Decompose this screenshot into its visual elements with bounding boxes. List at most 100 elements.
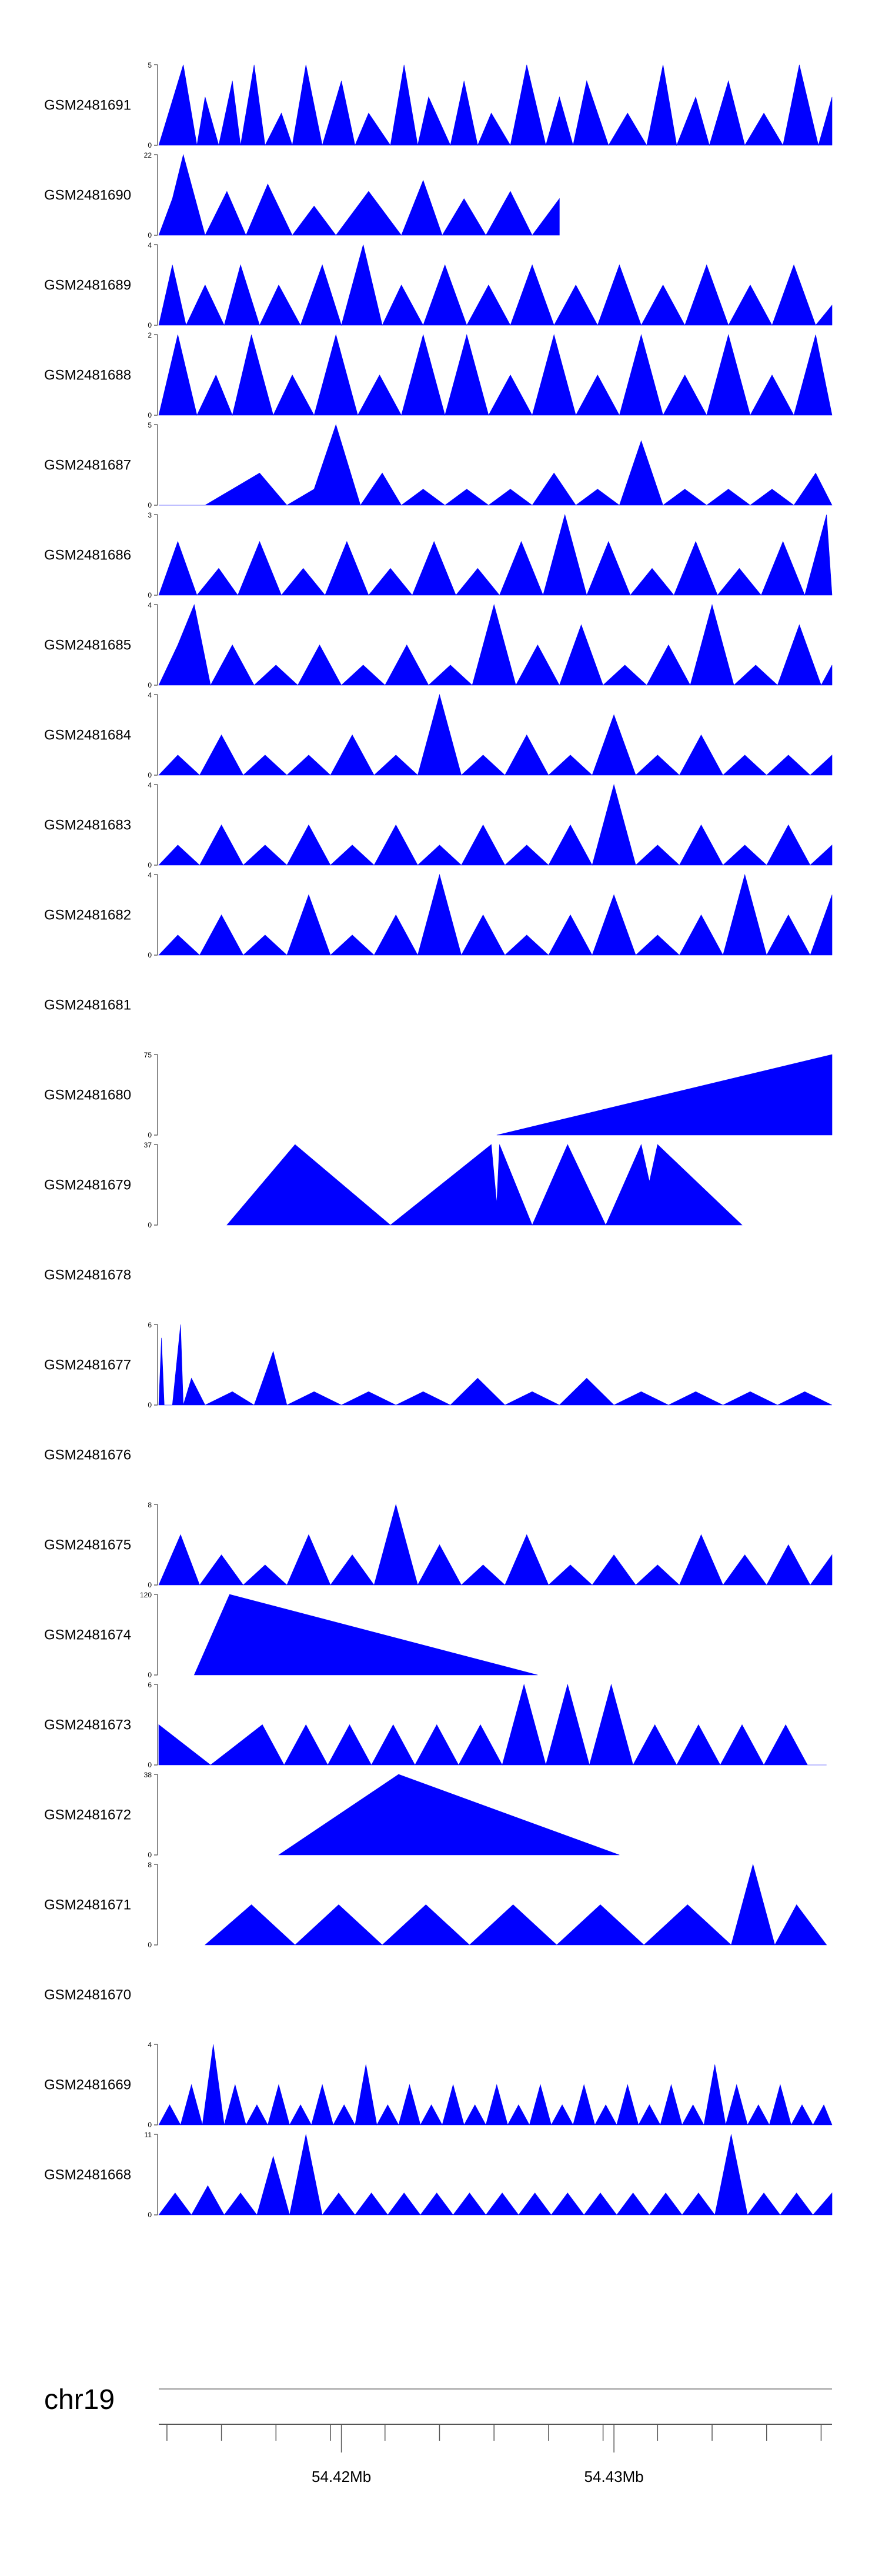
major-ticks: 54.42Mb 54.43Mb: [312, 2424, 644, 2485]
track-GSM2481687: GSM2481687 5 0: [44, 421, 833, 509]
y-tick-label-max: 4: [148, 781, 152, 789]
y-tick-label-max: 8: [148, 1861, 152, 1869]
track-panels: GSM248169150GSM2481690220GSM248168940GSM…: [44, 61, 833, 2219]
track-GSM2481676: GSM2481676: [44, 1447, 131, 1463]
coverage-area: [158, 783, 833, 866]
major-tick-label: 54.42Mb: [312, 2468, 371, 2485]
track-GSM2481672: GSM2481672 38 0: [44, 1771, 620, 1859]
y-tick-label-min: 0: [148, 411, 152, 419]
track-label: GSM2481676: [44, 1447, 131, 1463]
track-GSM2481671: GSM2481671 8 0: [44, 1861, 827, 1949]
genome-axis: chr19 54.42Mb 54.43Mb: [44, 2384, 832, 2485]
track-label: GSM2481689: [44, 278, 131, 293]
track-GSM2481684: GSM2481684 4 0: [44, 691, 833, 779]
y-tick-label-max: 4: [148, 691, 152, 699]
coverage-area: [158, 244, 833, 326]
track-GSM2481677: GSM2481677 6 0: [44, 1321, 833, 1409]
track-label: GSM2481670: [44, 1987, 131, 2003]
y-tick-label-max: 38: [144, 1771, 152, 1779]
y-tick-label-min: 0: [148, 321, 152, 329]
y-tick-label-min: 0: [148, 1131, 152, 1139]
y-tick-label-min: 0: [148, 141, 152, 149]
y-tick-label-max: 37: [144, 1141, 152, 1149]
track-GSM2481670: GSM2481670: [44, 1987, 131, 2003]
y-tick-label-min: 0: [148, 1401, 152, 1409]
track-label: GSM2481674: [44, 1627, 131, 1643]
track-GSM2481688: GSM2481688 2 0: [44, 331, 833, 419]
track-GSM2481689: GSM2481689 4 0: [44, 241, 833, 329]
track-label: GSM2481668: [44, 2167, 131, 2183]
coverage-area: [158, 873, 833, 956]
y-tick-label-max: 6: [148, 1681, 152, 1689]
track-GSM2481682: GSM2481682 4 0: [44, 871, 833, 959]
y-tick-label-min: 0: [148, 1221, 152, 1229]
coverage-area: [159, 424, 833, 506]
track-GSM2481683: GSM2481683 4 0: [44, 781, 833, 869]
y-tick-label-min: 0: [148, 501, 152, 509]
track-label: GSM2481681: [44, 997, 131, 1013]
track-GSM2481686: GSM2481686 3 0: [44, 511, 833, 599]
coverage-area: [204, 1863, 827, 1946]
minor-ticks: [166, 2424, 822, 2441]
track-label: GSM2481691: [44, 98, 131, 114]
track-GSM2481673: GSM2481673 6 0: [44, 1681, 827, 1769]
track-GSM2481675: GSM2481675 8 0: [44, 1501, 833, 1589]
coverage-area: [158, 2044, 833, 2125]
track-label: GSM2481680: [44, 1087, 131, 1103]
coverage-area: [158, 1324, 833, 1406]
y-tick-label-min: 0: [148, 1671, 152, 1679]
y-tick-label-min: 0: [148, 951, 152, 959]
track-GSM2481679: GSM2481679 37 0: [44, 1141, 743, 1229]
y-tick-label-max: 75: [144, 1051, 152, 1059]
track-label: GSM2481671: [44, 1897, 131, 1913]
track-label: GSM2481685: [44, 638, 131, 653]
y-tick-label-min: 0: [148, 2211, 152, 2219]
track-GSM2481680: GSM2481680 75 0: [44, 1051, 833, 1139]
track-GSM2481690: GSM2481690 22 0: [44, 151, 560, 239]
coverage-area: [158, 693, 833, 776]
y-tick-label-max: 11: [145, 2131, 152, 2139]
coverage-area: [158, 2134, 833, 2215]
coverage-area: [158, 1683, 827, 1766]
y-tick-label-min: 0: [148, 2121, 152, 2129]
track-label: GSM2481677: [44, 1357, 131, 1373]
track-label: GSM2481678: [44, 1267, 131, 1283]
track-label: GSM2481682: [44, 907, 131, 923]
coverage-area: [193, 1594, 538, 1676]
y-tick-label-max: 4: [148, 2041, 152, 2049]
track-GSM2481681: GSM2481681: [44, 997, 131, 1013]
track-GSM2481674: GSM2481674 120 0: [44, 1591, 538, 1679]
coverage-area: [158, 513, 833, 596]
y-tick-label-min: 0: [148, 861, 152, 869]
track-GSM2481669: GSM2481669 4 0: [44, 2041, 833, 2129]
coverage-area: [496, 1054, 833, 1136]
track-label: GSM2481669: [44, 2077, 131, 2093]
y-tick-label-min: 0: [148, 1851, 152, 1859]
track-label: GSM2481683: [44, 817, 131, 833]
track-label: GSM2481675: [44, 1537, 131, 1553]
chromosome-label: chr19: [44, 2384, 115, 2415]
track-label: GSM2481684: [44, 728, 131, 743]
coverage-area: [158, 1503, 833, 1586]
y-tick-label-min: 0: [148, 1581, 152, 1589]
major-tick-label: 54.43Mb: [584, 2468, 644, 2485]
y-tick-label-min: 0: [148, 681, 152, 689]
y-tick-label-max: 6: [148, 1321, 152, 1329]
y-tick-label-min: 0: [148, 231, 152, 239]
y-tick-label-min: 0: [148, 771, 152, 779]
y-tick-label-max: 4: [148, 871, 152, 879]
coverage-area: [158, 603, 833, 686]
coverage-area: [158, 154, 560, 236]
track-label: GSM2481673: [44, 1717, 131, 1733]
y-tick-label-max: 4: [148, 241, 152, 249]
coverage-area: [158, 64, 833, 146]
track-label: GSM2481687: [44, 458, 131, 473]
track-GSM2481685: GSM2481685 4 0: [44, 601, 833, 689]
y-tick-label-max: 8: [148, 1501, 152, 1509]
y-tick-label-max: 120: [140, 1591, 152, 1599]
track-label: GSM2481672: [44, 1807, 131, 1823]
track-GSM2481668: GSM2481668 11 0: [44, 2131, 833, 2219]
y-tick-label-max: 22: [144, 151, 152, 159]
y-tick-label-max: 5: [148, 421, 152, 429]
